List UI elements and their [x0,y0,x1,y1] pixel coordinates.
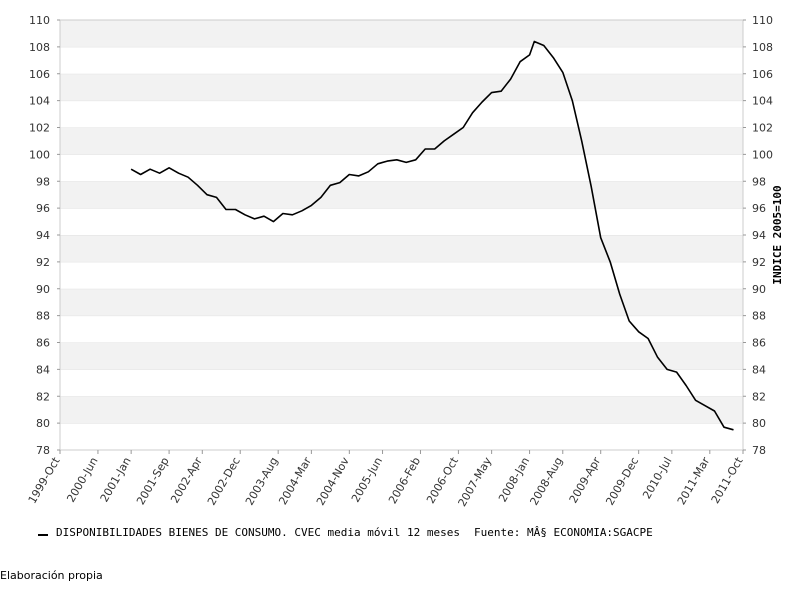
y-tick-label-right: 94 [752,229,766,242]
legend: DISPONIBILIDADES BIENES DE CONSUMO. CVEC… [38,526,653,539]
y-tick-label: 96 [36,202,50,215]
grid-band [60,181,743,209]
x-tick-label: 2008-Jan [496,455,532,504]
legend-label: DISPONIBILIDADES BIENES DE CONSUMO. CVEC… [56,526,460,539]
y-tick-label-right: 92 [752,256,766,269]
x-tick-label: 2005-Jun [349,455,385,505]
grid-bands [60,19,743,450]
grid-band [60,423,743,450]
x-tick-label: 2002-Apr [168,455,205,506]
x-tick-label: 2009-Apr [567,455,604,506]
y-tick-label: 94 [36,229,50,242]
x-tick-label: 2010-Jul [640,455,674,501]
y-tick-label: 78 [36,444,50,457]
x-tick-label: 2002-Dec [205,455,243,508]
y-tick-label: 84 [36,363,50,376]
y-tick-label-right: 98 [752,175,766,188]
x-tick-label: 2011-Mar [675,455,713,508]
grid-band [60,154,743,182]
line-chart: 78 80 82 84 86 88 90 92 94 96 98 100 102 104 106 108 110… [26,14,784,509]
y-tick-label-right: 88 [752,310,766,323]
y-tick-label-right: 104 [752,95,773,108]
y-tick-label: 90 [36,283,50,296]
grid-band [60,288,743,316]
y-tick-label: 88 [36,310,50,323]
grid-band [60,100,743,128]
y-tick-label: 108 [29,41,50,54]
grid-band [60,315,743,343]
y-tick-label-right: 110 [752,14,773,27]
y-axis-left: 78 80 82 84 86 88 90 92 94 96 98 100 102 104 106 108 110 [29,14,60,457]
series-group [130,40,734,431]
y-tick-label: 102 [29,122,50,135]
y-tick-label-right: 100 [752,148,773,161]
footer-note: Elaboración propia [0,569,103,582]
y-tick-label: 98 [36,175,50,188]
y-tick-label-right: 102 [752,122,773,135]
y-tick-label-right: 108 [752,41,773,54]
grid-band [60,46,743,74]
grid-band [60,261,743,289]
y-tick-label-right: 80 [752,417,766,430]
x-tick-label: 2004-Nov [314,455,352,508]
x-tick-label: 2011-Oct [709,454,746,506]
y-tick-label: 106 [29,68,50,81]
y-tick-label: 82 [36,390,50,403]
y-tick-label: 86 [36,337,50,350]
y-tick-label: 80 [36,417,50,430]
grid-band [60,127,743,155]
grid-band [60,235,743,262]
x-tick-label: 2009-Dec [603,455,641,508]
x-tick-label: 2003-Aug [243,455,281,508]
x-tick-label: 1999-Oct [26,454,63,506]
x-tick-label: 2001-Jan [98,455,134,504]
grid-band [60,396,743,424]
y-tick-label-right: 106 [752,68,773,81]
y-tick-label-right: 84 [752,363,766,376]
grid-band [60,208,743,235]
series-line [130,40,734,431]
x-tick-label: 2004-Mar [276,455,314,508]
x-tick-label: 2006-Oct [424,454,461,506]
y-tick-label: 104 [29,95,50,108]
y-tick-label-right: 82 [752,390,766,403]
legend-source: Fuente: MÂ§ ECONOMIA:SGACPE [473,526,653,539]
grid-band [60,20,743,47]
grid-band [60,73,743,101]
y-tick-label-right: 78 [752,444,766,457]
y-tick-label: 92 [36,256,50,269]
grid-band [60,369,743,397]
y-tick-label: 100 [29,148,50,161]
grid-band [60,342,743,370]
y-tick-label-right: 96 [752,202,766,215]
x-tick-label: 2000-Jun [64,455,100,505]
x-tick-label: 2007-May [456,455,495,509]
x-tick-label: 2008-Aug [528,455,566,508]
x-tick-label: 2001-Sep [134,455,172,507]
y-tick-label-right: 86 [752,337,766,350]
y-axis-right: 78 80 82 84 86 88 90 92 94 96 98 100 102 104 106 108 110 [743,14,773,457]
y-tick-label: 110 [29,14,50,27]
x-tick-label: 2006-Feb [386,455,423,506]
y-tick-label-right: 90 [752,283,766,296]
y-axis-title: INDICE 2005=100 [771,185,784,284]
legend-swatch [38,533,48,536]
